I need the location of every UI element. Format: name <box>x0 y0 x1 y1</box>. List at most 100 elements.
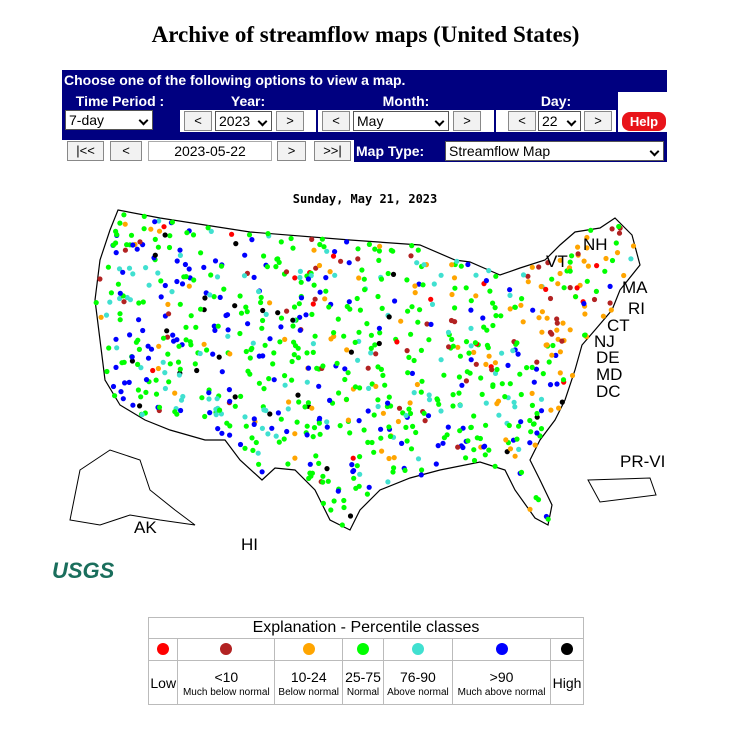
gage-dot <box>431 281 437 287</box>
gage-dot <box>174 258 180 264</box>
gage-dot <box>114 345 120 351</box>
next-button[interactable]: > <box>277 141 306 161</box>
month-prev[interactable]: < <box>322 111 350 131</box>
gage-dot <box>158 294 164 300</box>
day-prev[interactable]: < <box>508 111 536 131</box>
help-button[interactable]: Help <box>622 112 666 131</box>
gage-dot <box>183 324 189 330</box>
gage-dot <box>256 288 262 295</box>
gage-dot <box>378 276 385 282</box>
gage-dot <box>347 513 354 519</box>
gage-dot <box>463 285 469 291</box>
month-select[interactable]: May <box>353 111 449 131</box>
month-next[interactable]: > <box>453 111 481 131</box>
gage-dot <box>540 371 546 377</box>
class-cell: 10-24 Below normal <box>274 660 344 705</box>
gage-dot <box>320 479 326 485</box>
gage-dot <box>549 276 555 282</box>
gage-dot <box>372 246 378 252</box>
gage-dot <box>285 461 291 467</box>
gage-dot <box>237 330 243 337</box>
gage-dot <box>180 393 186 400</box>
gage-dot <box>547 295 554 302</box>
gage-dot <box>271 350 277 356</box>
gage-dot <box>404 277 410 283</box>
gage-dot <box>98 314 104 320</box>
time-period-select[interactable]: 7-day <box>65 110 153 130</box>
gage-dot <box>415 247 421 253</box>
gage-dot <box>352 339 358 345</box>
class-label: High <box>552 674 582 691</box>
gage-dot <box>372 342 378 348</box>
gage-dot <box>418 347 424 353</box>
gage-dot <box>483 278 489 284</box>
last-button[interactable]: >>| <box>314 141 351 161</box>
gage-dot <box>110 383 117 390</box>
gage-dot <box>481 444 487 450</box>
gage-dot <box>421 410 427 416</box>
gage-dot <box>232 303 238 309</box>
gage-dot <box>494 401 500 407</box>
map-type-select[interactable]: Streamflow Map <box>445 141 664 161</box>
gage-dot <box>121 212 127 218</box>
gage-dot <box>170 332 176 338</box>
gage-dot <box>505 362 511 368</box>
gage-dot <box>527 440 533 446</box>
gage-dot <box>290 323 296 329</box>
gage-dot <box>616 230 623 236</box>
day-select[interactable]: 22 <box>538 111 581 131</box>
gage-dot <box>544 342 550 348</box>
gage-dot <box>614 250 621 256</box>
year-select[interactable]: 2023 <box>215 111 272 131</box>
gage-dot <box>126 265 133 271</box>
gage-dot <box>456 390 462 396</box>
date-field[interactable]: 2023-05-22 <box>148 141 272 161</box>
gage-dot <box>490 300 496 306</box>
gage-dot <box>285 406 291 412</box>
gage-dot <box>202 413 208 420</box>
gage-dot <box>119 360 125 366</box>
year-prev[interactable]: < <box>184 111 212 131</box>
gage-dot <box>313 265 319 271</box>
gage-dot <box>221 286 227 292</box>
gage-dot <box>237 441 244 448</box>
gage-dot <box>390 469 396 475</box>
gage-dot <box>471 349 477 355</box>
gage-dot <box>600 313 607 319</box>
gage-dot <box>416 281 422 287</box>
gage-dot <box>449 262 455 268</box>
class-dot <box>157 642 170 655</box>
gage-dot <box>226 387 232 393</box>
gage-dot <box>311 425 318 431</box>
prev-button[interactable]: < <box>110 141 142 161</box>
gage-dot <box>298 295 305 301</box>
gage-dot <box>630 243 637 249</box>
gage-dot <box>538 283 544 290</box>
year-next[interactable]: > <box>276 111 304 131</box>
gage-dot <box>171 338 177 344</box>
gage-dot <box>110 242 116 248</box>
gage-dot <box>412 290 418 296</box>
gage-dot <box>368 345 374 351</box>
gage-dot <box>467 370 473 376</box>
gage-dot <box>409 243 415 249</box>
gage-dot <box>143 265 149 271</box>
gage-dot <box>246 232 253 238</box>
gage-dot <box>305 365 312 371</box>
gage-dot <box>305 400 311 406</box>
gage-dot <box>518 419 524 425</box>
day-next[interactable]: > <box>584 111 612 131</box>
gage-dot <box>278 416 284 422</box>
gage-dot <box>263 311 269 317</box>
gage-dot <box>117 220 123 226</box>
gage-dot <box>352 384 359 390</box>
gage-dot <box>267 300 273 306</box>
gage-dot <box>262 342 268 348</box>
gage-dot <box>438 357 444 363</box>
gage-dot <box>295 345 301 351</box>
gage-dot <box>215 426 221 432</box>
first-button[interactable]: |<< <box>67 141 104 161</box>
gage-dot <box>560 320 566 326</box>
gage-dot <box>258 294 264 301</box>
gage-dot <box>113 336 119 342</box>
